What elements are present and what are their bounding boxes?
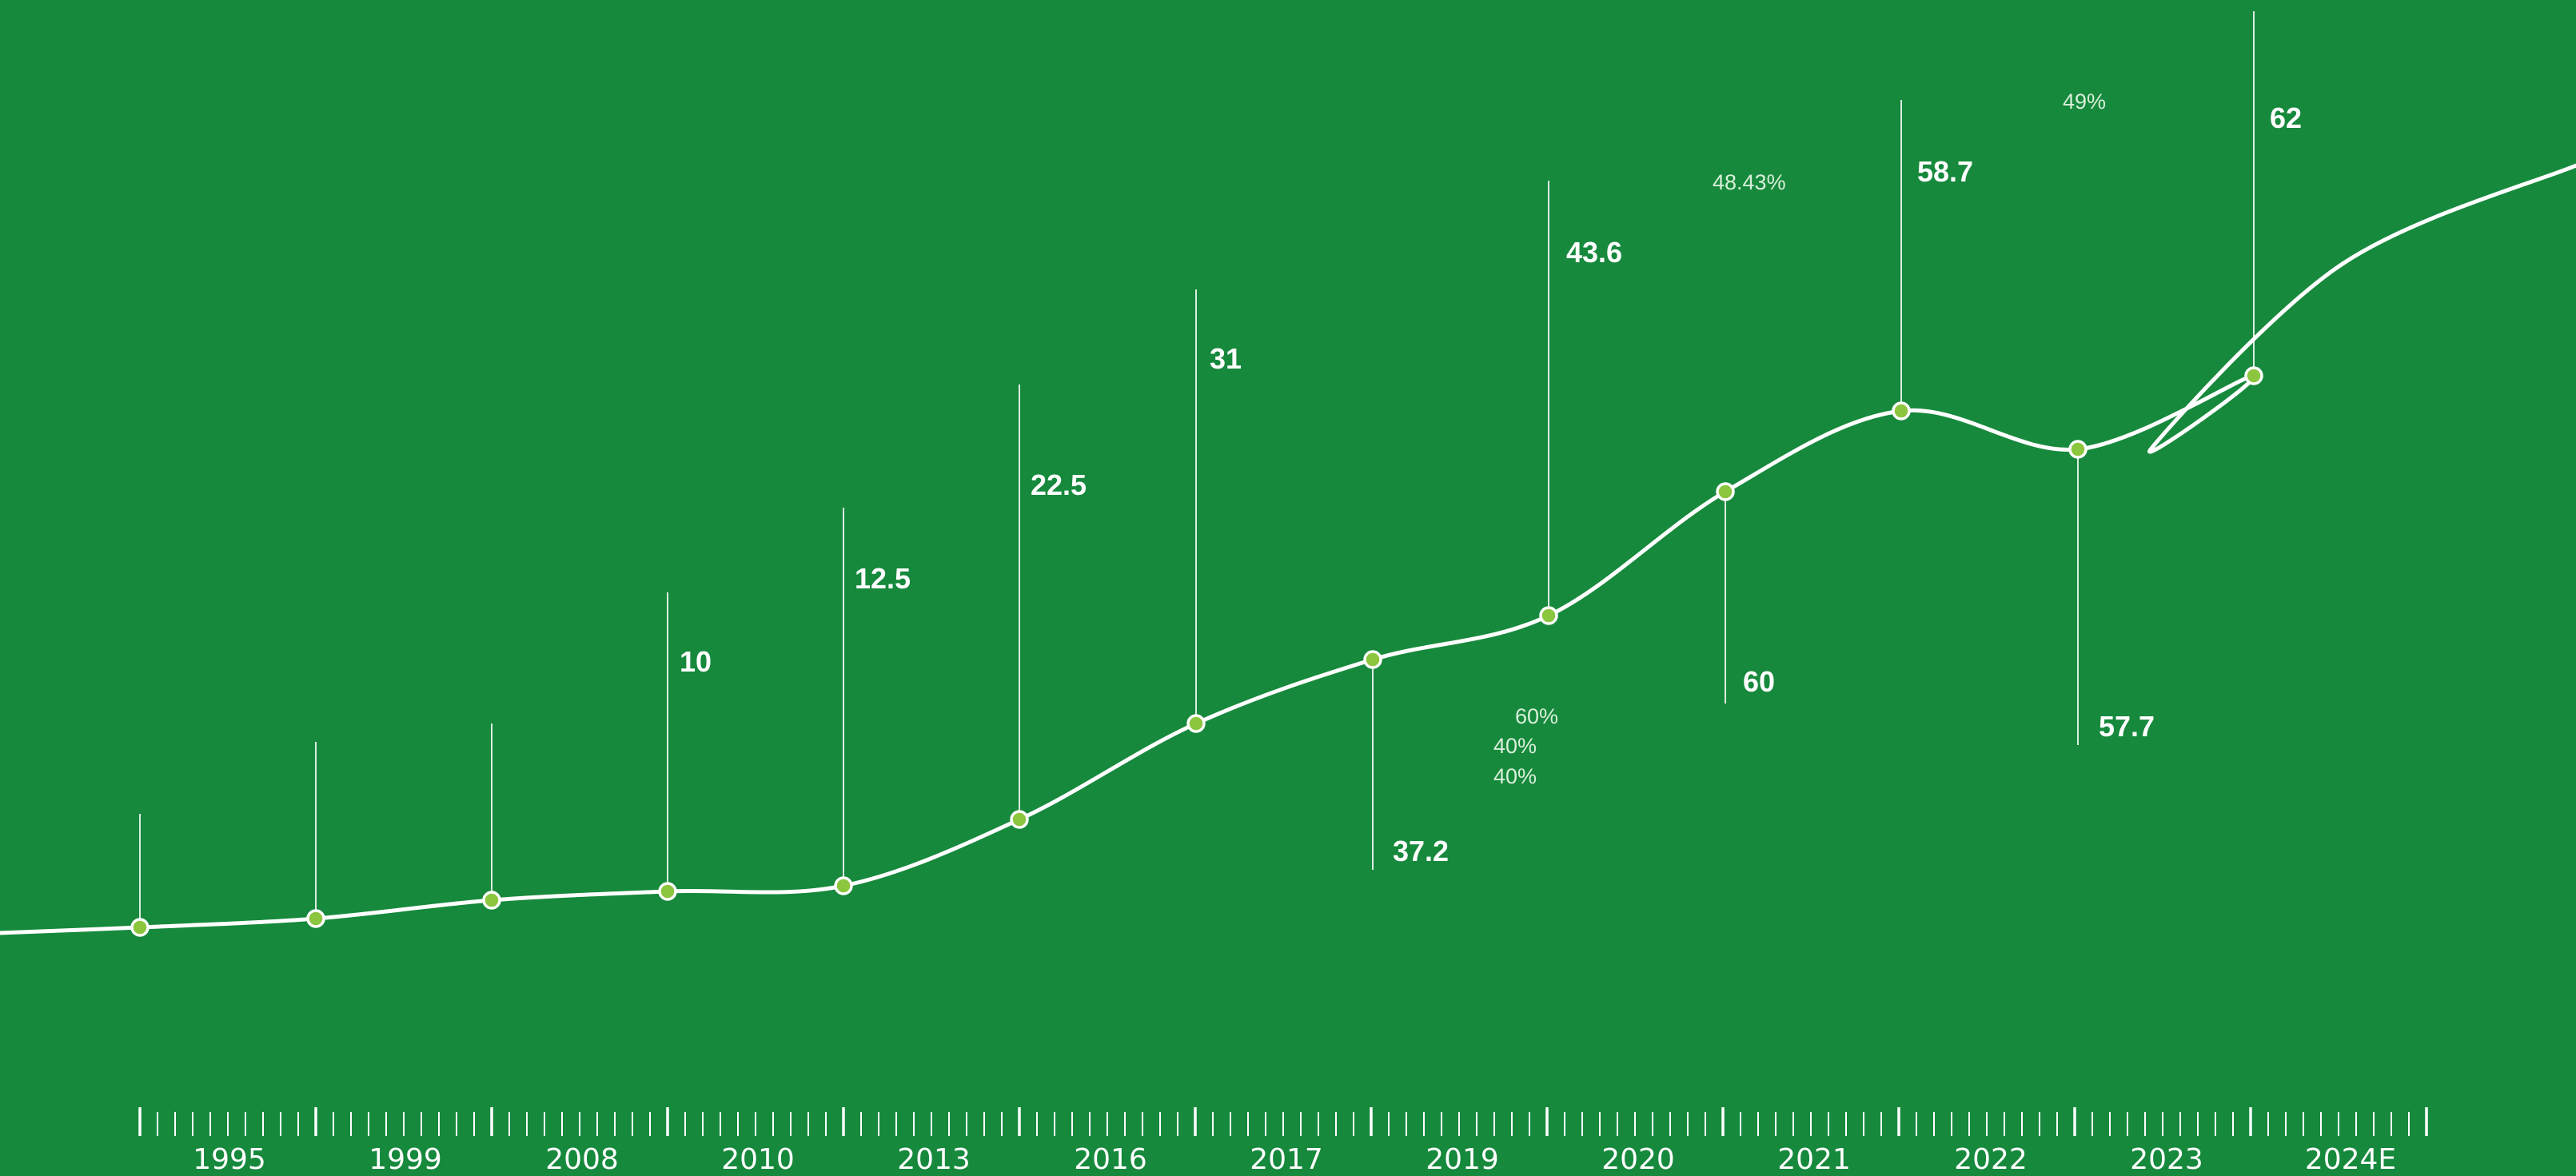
value-labels: 10 12.5 22.5 31 37.2 43.6 60 58.7 57.7 62 (680, 102, 2302, 867)
data-point-2024E (2244, 366, 2263, 385)
data-point-1999 (306, 909, 325, 928)
x-axis-year-labels: 1995 1999 2008 2010 2013 2016 2017 2019 2020 2021… (193, 1143, 2396, 1176)
data-point-1995 (130, 918, 150, 937)
value-label-2010: 10 (680, 645, 712, 678)
x-tick-label-1999: 1999 (369, 1143, 442, 1176)
x-tick-label-2024E: 2024E (2305, 1143, 2396, 1176)
value-label-2022: 58.7 (1917, 155, 1973, 188)
x-axis-ruler (138, 1107, 2428, 1136)
annotation-label: 40% (1493, 734, 1537, 758)
value-label-2016: 22.5 (1031, 468, 1087, 501)
data-point-2013 (834, 876, 853, 895)
x-tick-label-2008: 2008 (545, 1143, 619, 1176)
data-point-2021 (1716, 482, 1735, 501)
annotation-label: 40% (1493, 764, 1537, 788)
data-point-2016 (1010, 810, 1029, 829)
x-tick-label-2019: 2019 (1426, 1143, 1499, 1176)
annotation-label: 48.43% (1713, 170, 1786, 194)
data-point-2022 (1892, 401, 1911, 421)
x-tick-label-2020: 2020 (1601, 1143, 1675, 1176)
annotation-label: 49% (2063, 90, 2106, 114)
x-tick-label-2017: 2017 (1250, 1143, 1323, 1176)
value-label-2017: 31 (1210, 342, 1242, 375)
value-stems (139, 11, 2255, 927)
value-label-2021: 60 (1743, 665, 1775, 698)
value-label-2023: 57.7 (2099, 710, 2155, 743)
trend-line (0, 163, 2576, 935)
x-tick-label-2021: 2021 (1777, 1143, 1851, 1176)
value-label-2019: 37.2 (1393, 835, 1449, 867)
x-tick-label-2013: 2013 (897, 1143, 971, 1176)
data-point-2010 (658, 882, 677, 901)
annotation-label: 60% (1515, 704, 1558, 728)
x-tick-label-2016: 2016 (1074, 1143, 1147, 1176)
x-tick-label-1995: 1995 (193, 1143, 266, 1176)
x-tick-label-2010: 2010 (721, 1143, 795, 1176)
x-tick-label-2023: 2023 (2130, 1143, 2203, 1176)
value-label-2013: 12.5 (855, 562, 911, 595)
value-label-2020: 43.6 (1566, 236, 1622, 269)
value-label-2024E: 62 (2270, 102, 2302, 134)
data-point-2017 (1186, 714, 1206, 733)
data-point-2019 (1363, 650, 1382, 669)
data-point-2023 (2068, 440, 2088, 459)
data-point-2008 (482, 891, 501, 910)
data-points (130, 366, 2263, 937)
annotations: 60% 40% 40% 48.43% 49% (1493, 90, 2106, 788)
data-point-2020 (1539, 606, 1558, 625)
x-tick-label-2022: 2022 (1954, 1143, 2028, 1176)
